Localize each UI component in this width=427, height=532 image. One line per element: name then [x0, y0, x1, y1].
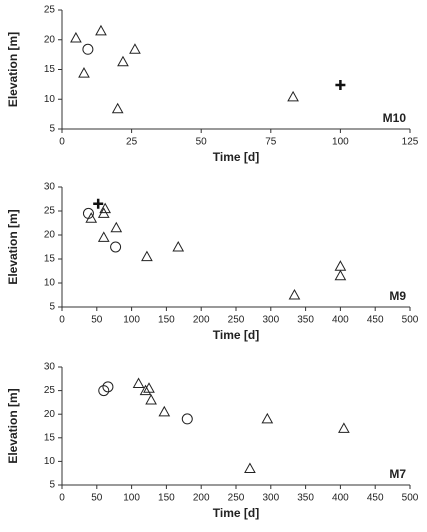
x-tick-label: 150	[158, 315, 175, 326]
x-tick-label: 450	[367, 315, 384, 326]
x-tick-label: 100	[332, 137, 349, 148]
y-tick-label: 25	[44, 5, 56, 16]
x-tick-label: 300	[262, 315, 279, 326]
y-tick-label: 20	[44, 34, 56, 45]
circle-marker	[181, 413, 193, 425]
x-tick-label: 400	[332, 315, 349, 326]
triangle-marker	[334, 260, 347, 271]
y-tick-label: 20	[44, 409, 56, 420]
triangle-marker	[261, 412, 274, 424]
y-tick-label: 10	[44, 278, 56, 289]
circle-marker	[98, 385, 110, 397]
circle-marker	[102, 381, 114, 393]
triangle-marker	[78, 67, 90, 78]
triangle-marker	[244, 462, 256, 473]
plus-marker	[93, 198, 104, 209]
y-tick-label: 15	[44, 64, 56, 75]
triangle-marker	[158, 405, 171, 417]
panel-label: M9	[389, 289, 406, 303]
x-tick-label: 50	[196, 137, 208, 148]
triangle-marker	[334, 269, 347, 281]
x-tick-label: 50	[91, 315, 103, 326]
triangle-marker	[95, 24, 107, 36]
x-tick-label: 200	[193, 493, 210, 504]
x-tick-label: 500	[402, 315, 419, 326]
x-axis-title: Time [d]	[213, 328, 259, 342]
panel-label: M7	[389, 467, 406, 481]
triangle-marker	[97, 207, 110, 218]
y-tick-label: 30	[44, 362, 56, 373]
x-tick-label: 25	[126, 137, 138, 148]
circle-marker	[110, 241, 122, 253]
triangle-marker	[288, 288, 301, 300]
y-axis-title: Elevation [m]	[6, 209, 20, 284]
x-tick-label: 200	[193, 315, 210, 326]
triangle-marker	[117, 55, 129, 67]
y-tick-label: 20	[44, 230, 56, 241]
triangle-marker	[111, 102, 124, 114]
y-tick-label: 30	[44, 182, 56, 193]
y-tick-label: 10	[44, 94, 56, 105]
x-axis-title: Time [d]	[213, 150, 259, 164]
triangle-marker	[172, 240, 185, 252]
x-tick-label: 100	[123, 315, 140, 326]
x-tick-label: 100	[123, 493, 140, 504]
triangle-marker	[110, 221, 123, 233]
triangle-marker	[132, 377, 145, 389]
circle-marker	[82, 207, 94, 219]
triangle-marker	[139, 384, 152, 396]
x-tick-label: 150	[158, 493, 175, 504]
triangle-marker	[145, 394, 157, 405]
x-tick-label: 500	[402, 493, 419, 504]
y-tick-label: 15	[44, 254, 56, 265]
y-tick-label: 15	[44, 432, 56, 443]
x-tick-label: 0	[59, 137, 65, 148]
x-tick-label: 250	[228, 493, 245, 504]
x-tick-label: 0	[59, 315, 65, 326]
x-tick-label: 50	[91, 493, 103, 504]
y-tick-label: 25	[44, 385, 56, 396]
y-tick-label: 5	[49, 480, 55, 491]
triangle-marker	[70, 31, 82, 43]
y-tick-label: 25	[44, 206, 56, 217]
x-tick-label: 300	[262, 493, 279, 504]
y-tick-label: 5	[49, 124, 55, 135]
triangle-marker	[97, 231, 110, 242]
triangle-marker	[129, 43, 141, 54]
x-tick-label: 350	[297, 315, 314, 326]
x-axis-title: Time [d]	[213, 506, 259, 520]
x-tick-label: 350	[297, 493, 314, 504]
x-tick-label: 0	[59, 493, 65, 504]
triangle-marker	[99, 202, 112, 214]
panel-label: M10	[383, 111, 407, 125]
y-tick-label: 5	[49, 302, 55, 313]
circle-marker	[82, 43, 94, 55]
y-tick-label: 10	[44, 456, 56, 467]
triangle-marker	[287, 90, 299, 102]
x-tick-label: 450	[367, 493, 384, 504]
triangle-marker	[85, 212, 98, 223]
triangle-marker	[141, 250, 153, 262]
plus-marker	[335, 79, 346, 90]
triangle-marker	[338, 422, 350, 433]
triangle-marker	[143, 382, 155, 393]
x-tick-label: 250	[228, 315, 245, 326]
x-tick-label: 125	[402, 137, 419, 148]
y-axis-title: Elevation [m]	[6, 32, 20, 107]
x-tick-label: 75	[265, 137, 277, 148]
y-axis-title: Elevation [m]	[6, 388, 20, 463]
x-tick-label: 400	[332, 493, 349, 504]
